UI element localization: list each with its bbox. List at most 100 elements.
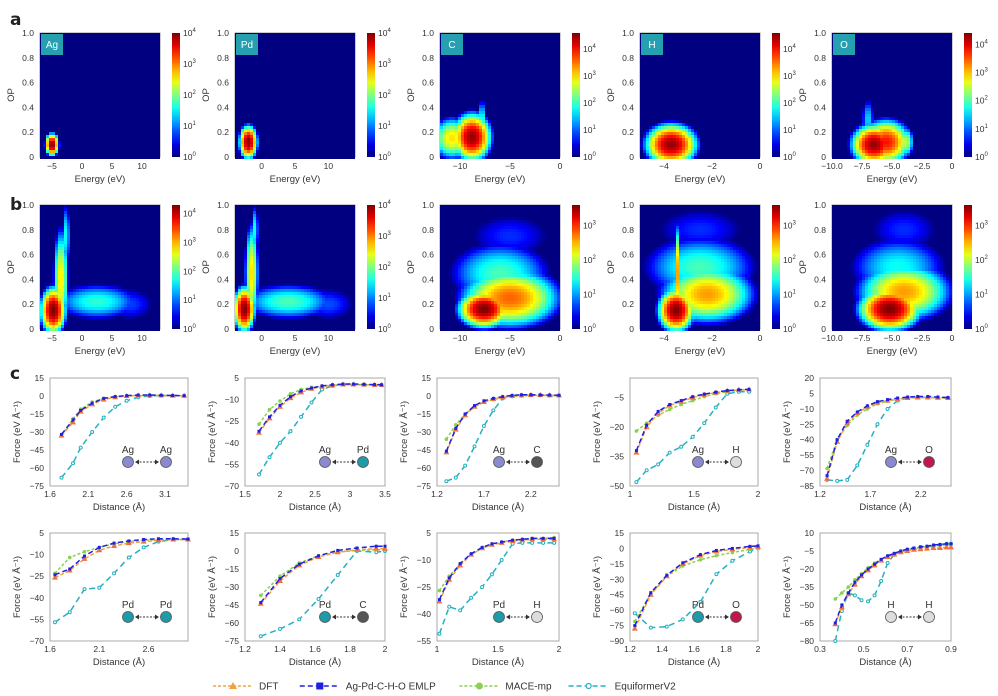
hex-bin (70, 72, 73, 75)
hex-bin (530, 111, 533, 114)
hex-bin (322, 144, 325, 147)
hex-bin (455, 123, 458, 126)
hex-bin (265, 108, 268, 111)
hex-bin (443, 135, 446, 138)
hex-bin (40, 99, 43, 102)
hex-bin (307, 156, 310, 159)
hex-bin (286, 96, 289, 99)
x-tick-label: −5 (47, 161, 57, 171)
hex-bin (331, 114, 334, 117)
hex-bin (49, 93, 52, 96)
hex-bin (461, 120, 464, 123)
hex-bin (85, 48, 88, 51)
hex-bin (58, 123, 61, 126)
hex-bin (94, 75, 97, 78)
hex-bin (488, 114, 491, 117)
hex-bin (331, 141, 334, 144)
hex-bin (527, 135, 530, 138)
hex-bin (334, 93, 337, 96)
hex-bin (443, 123, 446, 126)
hex-bin (238, 81, 241, 84)
hex-bin (151, 117, 154, 120)
hex-bin (509, 123, 512, 126)
hex-bin (100, 51, 103, 54)
hex-bin (349, 117, 352, 120)
hex-bin (121, 78, 124, 81)
hex-bin (88, 111, 91, 114)
hex-bin (455, 141, 458, 144)
hex-bin (94, 36, 97, 39)
hex-bin (112, 114, 115, 117)
hex-bin (130, 126, 133, 129)
hex-bin (349, 69, 352, 72)
hex-bin (145, 60, 148, 63)
hex-bin (52, 75, 55, 78)
hex-bin (349, 99, 352, 102)
hex-bin (479, 60, 482, 63)
hex-bin (280, 51, 283, 54)
hex-bin (319, 72, 322, 75)
hex-bin (280, 156, 283, 159)
hex-bin (533, 60, 536, 63)
hex-bin (527, 120, 530, 123)
hex-bin (292, 132, 295, 135)
hex-bin (250, 147, 253, 150)
hex-bin (121, 102, 124, 105)
hex-bin (530, 66, 533, 69)
hex-bin (449, 75, 452, 78)
hex-bin (440, 114, 443, 117)
hex-bin (112, 132, 115, 135)
hex-bin (298, 84, 301, 87)
hex-bin (325, 33, 328, 36)
hex-bin (316, 78, 319, 81)
hex-bin (154, 84, 157, 87)
hex-bin (157, 156, 160, 159)
hex-bin (310, 33, 313, 36)
hex-bin (343, 87, 346, 90)
hex-bin (301, 156, 304, 159)
hex-bin (265, 141, 268, 144)
hex-bin (274, 75, 277, 78)
hex-bin (503, 45, 506, 48)
hex-bin (58, 78, 61, 81)
hex-bin (313, 153, 316, 156)
hex-bin (449, 54, 452, 57)
hex-bin (337, 99, 340, 102)
hex-bin (527, 72, 530, 75)
hex-bin (148, 78, 151, 81)
hex-bin (256, 135, 259, 138)
hex-bin (542, 156, 545, 159)
hex-bin (58, 111, 61, 114)
hex-bin (157, 42, 160, 45)
hex-bin (268, 75, 271, 78)
hex-bin (247, 117, 250, 120)
hex-bin (506, 102, 509, 105)
hex-bin (85, 138, 88, 141)
hex-bin (115, 129, 118, 132)
hex-bin (295, 147, 298, 150)
hex-bin (334, 63, 337, 66)
hex-bin (121, 153, 124, 156)
hex-bin (464, 93, 467, 96)
hex-bin (52, 141, 55, 144)
hex-bin (446, 90, 449, 93)
hex-bin (97, 108, 100, 111)
hex-bin (301, 150, 304, 153)
hex-bin (509, 81, 512, 84)
hex-bin (479, 129, 482, 132)
hex-bin (331, 78, 334, 81)
hex-bin (151, 51, 154, 54)
colorbar-tick-label: 100 (378, 152, 391, 162)
hex-bin (512, 138, 515, 141)
hex-bin (277, 111, 280, 114)
hex-bin (64, 75, 67, 78)
hex-bin (64, 138, 67, 141)
hex-bin (298, 93, 301, 96)
hex-bin (542, 102, 545, 105)
hex-bin (301, 57, 304, 60)
hex-bin (280, 33, 283, 36)
hex-bin (500, 54, 503, 57)
hex-bin (476, 144, 479, 147)
hex-bin (467, 117, 470, 120)
hex-bin (262, 45, 265, 48)
